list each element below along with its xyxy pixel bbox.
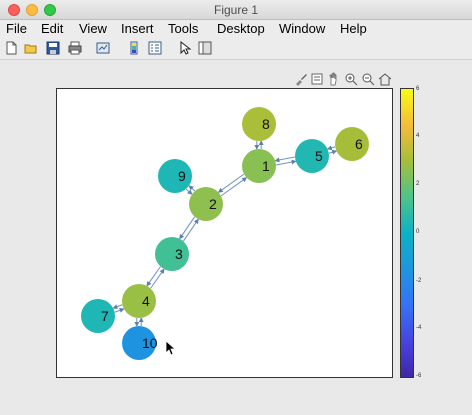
brush-icon[interactable]	[294, 72, 308, 86]
graph-node-marker[interactable]	[242, 149, 276, 183]
graph-node[interactable]: 10	[122, 326, 158, 360]
graph-edge	[114, 307, 125, 313]
colorbar-tick-label: 2	[416, 181, 420, 187]
colorbar-tick-label: -4	[416, 325, 422, 331]
menu-tools[interactable]: Tools	[168, 21, 199, 36]
graph-edge	[220, 177, 248, 197]
graph-edge	[112, 304, 123, 310]
menu-insert[interactable]: Insert	[121, 21, 154, 36]
minimize-window-button[interactable]	[26, 4, 38, 16]
graph-edge	[179, 216, 196, 240]
graph-node-label: 4	[142, 293, 150, 309]
graph-edge	[326, 145, 336, 151]
menu-file[interactable]: File	[6, 21, 27, 36]
close-window-button[interactable]	[8, 4, 20, 16]
graph-edge	[276, 159, 297, 166]
graph-node-label: 5	[315, 148, 323, 164]
graph-node-marker[interactable]	[189, 187, 223, 221]
colorbar-tick-label: -6	[416, 373, 422, 379]
graph-node-label: 1	[262, 158, 270, 174]
graph-plot: 1 2 3 4 5 6 7 8 9 10	[81, 107, 369, 360]
insert-colorbar-icon[interactable]	[127, 41, 141, 55]
graph-edge	[328, 149, 338, 155]
figure-toolbar	[0, 38, 472, 60]
colorbar-tick-label: 0	[416, 229, 420, 235]
graph-edge	[274, 156, 295, 163]
graph-edge	[150, 268, 165, 289]
link-plot-icon[interactable]	[96, 41, 110, 55]
graph-node-label: 7	[101, 308, 109, 324]
open-file-icon[interactable]	[24, 41, 38, 55]
graph-node[interactable]: 7	[81, 299, 115, 333]
data-tips-icon[interactable]	[310, 72, 324, 86]
graph-node[interactable]: 1	[242, 149, 276, 183]
graph-node[interactable]: 3	[155, 237, 189, 271]
menu-window[interactable]: Window	[279, 21, 326, 36]
graph-node-marker[interactable]	[81, 299, 115, 333]
menu-view[interactable]: View	[79, 21, 107, 36]
menu-help[interactable]: Help	[340, 21, 367, 36]
graph-node-marker[interactable]	[242, 107, 276, 141]
menu-bar: File Edit View Insert Tools Desktop Wind…	[0, 20, 472, 38]
graph-node[interactable]: 8	[242, 107, 276, 141]
graph-edge	[146, 266, 161, 287]
graph-node-label: 10	[142, 335, 158, 351]
graph-node[interactable]: 4	[122, 284, 156, 318]
graph-node[interactable]: 9	[158, 159, 192, 193]
window-title: Figure 1	[213, 3, 259, 17]
zoom-out-icon[interactable]	[361, 72, 375, 86]
colorbar-tick-label: 4	[416, 133, 420, 139]
graph-node-label: 9	[178, 168, 186, 184]
maximize-window-button[interactable]	[44, 4, 56, 16]
plot-browser-icon[interactable]	[198, 41, 212, 55]
graph-plot-area[interactable]: 1 2 3 4 5 6 7 8 9 10	[56, 88, 393, 378]
title-bar: Figure 1	[0, 0, 472, 20]
graph-edge	[217, 173, 245, 193]
graph-node[interactable]: 6	[335, 127, 369, 161]
graph-node-label: 3	[175, 246, 183, 262]
menu-desktop[interactable]: Desktop	[217, 21, 265, 36]
mouse-cursor-icon	[165, 340, 177, 356]
graph-node-label: 2	[209, 196, 217, 212]
pointer-icon[interactable]	[178, 41, 192, 55]
zoom-in-icon[interactable]	[344, 72, 358, 86]
graph-node[interactable]: 5	[295, 139, 329, 173]
graph-node-label: 8	[262, 116, 270, 132]
graph-node-marker[interactable]	[122, 284, 156, 318]
graph-node[interactable]: 2	[189, 187, 223, 221]
home-icon[interactable]	[378, 72, 392, 86]
graph-node-marker[interactable]	[295, 139, 329, 173]
graph-node-marker[interactable]	[335, 127, 369, 161]
graph-node-marker[interactable]	[122, 326, 156, 360]
colorbar-tick-label: -2	[416, 278, 422, 284]
graph-node-label: 6	[355, 136, 363, 152]
graph-node-marker[interactable]	[158, 159, 192, 193]
save-icon[interactable]	[46, 41, 60, 55]
colorbar[interactable]	[400, 88, 414, 378]
graph-edge	[188, 185, 196, 192]
graph-edge	[185, 188, 193, 195]
graph-node-marker[interactable]	[155, 237, 189, 271]
pan-icon[interactable]	[327, 72, 341, 86]
insert-legend-icon[interactable]	[148, 41, 162, 55]
print-icon[interactable]	[68, 41, 82, 55]
menu-edit[interactable]: Edit	[41, 21, 64, 36]
colorbar-tick-label: 6	[416, 86, 420, 92]
new-figure-icon[interactable]	[4, 41, 18, 55]
graph-edge	[182, 218, 199, 242]
